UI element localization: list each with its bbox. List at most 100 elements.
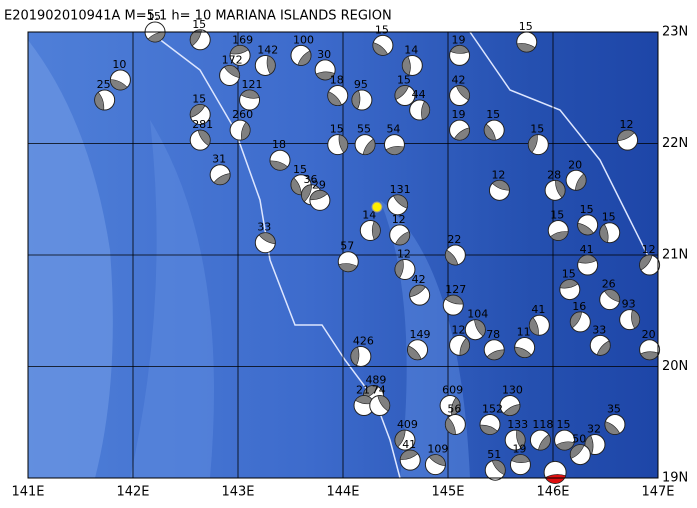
beachball [394, 85, 416, 107]
beachball-quadrant [229, 45, 249, 55]
frame [27, 31, 659, 479]
beachball [351, 89, 373, 111]
depth-label: 55 [357, 123, 371, 136]
beachball-quadrant [450, 45, 470, 54]
beachball-quadrant [338, 134, 348, 154]
beachball [387, 194, 409, 216]
beachball-quadrant [338, 263, 358, 272]
depth-label: 41 [580, 243, 594, 256]
depth-label: 130 [502, 384, 523, 397]
depth-label: 25 [97, 78, 111, 91]
beachball [359, 219, 381, 241]
beachball [254, 54, 276, 76]
depth-label: 19 [452, 108, 466, 121]
x-tick-label: 141E [11, 485, 44, 500]
beachball [528, 314, 550, 336]
beachball-quadrant [604, 289, 620, 303]
beachball-quadrant [640, 351, 660, 361]
main-event [543, 460, 567, 484]
beachball-quadrant [309, 190, 328, 201]
beachball [604, 413, 626, 435]
depth-label: 133 [507, 418, 528, 431]
depth-label: 57 [340, 240, 354, 253]
beachball-quadrant [516, 43, 536, 53]
beachball-quadrant [444, 294, 464, 305]
depth-label: 50 [572, 433, 586, 446]
depth-label: 15 [519, 20, 533, 33]
beachball-quadrant [213, 173, 231, 185]
beachball [219, 64, 241, 86]
beachball-quadrant [189, 29, 202, 47]
beachball-quadrant [394, 259, 404, 279]
beachball-quadrant [394, 429, 406, 448]
depth-label: 172 [222, 53, 243, 66]
depth-label: 78 [486, 328, 500, 341]
beachball [394, 258, 416, 280]
beachball-quadrant [555, 180, 566, 199]
beachball-quadrant [402, 56, 411, 76]
beachball-quadrant [631, 309, 640, 329]
beachball-quadrant [577, 222, 594, 236]
beachball [449, 334, 471, 356]
beachball [559, 279, 581, 301]
depth-label: 11 [517, 326, 531, 339]
beachball-quadrant [258, 232, 276, 245]
beachball-quadrant [399, 449, 419, 460]
beachball-quadrant [514, 346, 532, 358]
depth-label: 281 [192, 118, 213, 131]
y-tick-label: 22N [662, 136, 688, 151]
beachball-quadrant [394, 85, 409, 100]
beachball-quadrant [574, 173, 587, 191]
depth-label: 118 [532, 418, 553, 431]
beachball [509, 454, 531, 476]
beachball-quadrant [459, 337, 470, 356]
beachball [401, 54, 423, 76]
beachball-quadrant [528, 134, 538, 153]
beachball-quadrant [639, 254, 653, 271]
beachball [504, 429, 526, 451]
depth-label: 16 [572, 300, 586, 313]
trench [469, 31, 651, 261]
beachball-quadrant [94, 91, 105, 111]
depth-label: 15 [192, 18, 206, 31]
depth-label: 15 [293, 163, 307, 176]
beachball-quadrant [445, 417, 456, 435]
depth-label: 142 [257, 43, 278, 56]
beachball [394, 429, 416, 451]
beachball-quadrant [269, 160, 288, 171]
map-title: E201902010941A M=5.1 h= 10 MARIANA ISLAN… [4, 9, 392, 24]
beachball [399, 449, 421, 471]
beachball-quadrant [483, 123, 496, 141]
beachball [407, 339, 429, 361]
beachball-quadrant [395, 231, 410, 246]
beachball [514, 337, 536, 359]
y-tick-label: 23N [662, 25, 688, 40]
depth-label: 28 [547, 168, 561, 181]
beachball-quadrant [297, 50, 312, 66]
beachball [409, 99, 431, 121]
beachball-quadrant [456, 85, 470, 101]
beachball-quadrant [491, 459, 506, 476]
beachball [599, 289, 621, 311]
depth-label: 127 [445, 283, 466, 296]
y-tick-label: 19N [662, 471, 688, 486]
depth-label: 15 [550, 208, 564, 221]
x-tick-label: 145E [431, 485, 464, 500]
depth-label: 15 [486, 108, 500, 121]
y-tick-label: 20N [662, 359, 688, 374]
beachball [569, 444, 591, 466]
depth-label: 15 [375, 23, 389, 36]
beachball [529, 429, 551, 451]
beachball-quadrant [604, 421, 621, 435]
depth-label: 15 [562, 268, 576, 281]
depth-label: 15 [147, 10, 161, 23]
depth-label: 169 [232, 33, 253, 46]
depth-label: 19 [512, 443, 526, 456]
depth-label: 41 [402, 438, 416, 451]
depth-label: 609 [442, 384, 463, 397]
depth-label: 41 [531, 303, 545, 316]
depth-label: 42 [412, 273, 426, 286]
x-tick-label: 147E [641, 485, 674, 500]
beachball-quadrant [529, 317, 539, 336]
